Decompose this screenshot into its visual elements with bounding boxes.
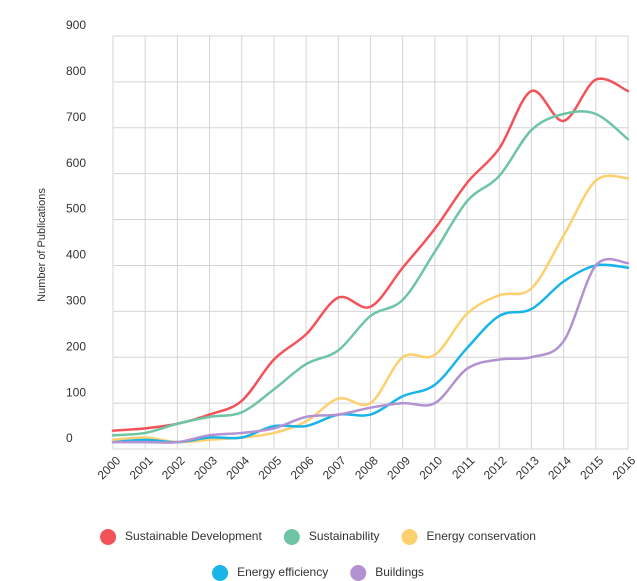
y-tick-label: 800 [66, 64, 86, 78]
x-tick-label: 2010 [416, 453, 445, 482]
x-tick-label: 2008 [352, 453, 381, 482]
series-line [111, 174, 630, 444]
x-tick-label: 2012 [481, 453, 510, 482]
legend-swatch [212, 565, 229, 581]
x-tick-label: 2004 [223, 453, 252, 482]
x-tick-label: 2003 [191, 453, 220, 482]
legend-label: Sustainable Development [125, 529, 262, 543]
x-tick-label: 2016 [610, 453, 637, 482]
legend-swatch [100, 529, 117, 545]
y-axis-label: Number of Publications [36, 188, 48, 302]
series-line [111, 263, 630, 444]
legend-swatch [401, 529, 418, 545]
legend-item: Energy efficiency [212, 565, 328, 581]
series-line [111, 257, 630, 444]
x-tick-label: 2000 [95, 453, 124, 482]
legend-label: Sustainability [309, 529, 380, 543]
legend-label: Energy conservation [427, 529, 536, 543]
x-tick-label: 2014 [545, 453, 574, 482]
x-tick-label: 2013 [513, 453, 542, 482]
x-tick-label: 2005 [256, 453, 285, 482]
x-tick-label: 2002 [159, 453, 188, 482]
y-tick-label: 400 [66, 248, 86, 262]
legend-swatch [350, 565, 367, 581]
x-tick-label: 2001 [127, 453, 156, 482]
legend-label: Energy efficiency [237, 565, 328, 579]
y-tick-label: 100 [66, 385, 86, 399]
x-tick-label: 2007 [320, 453, 349, 482]
legend-label: Buildings [375, 565, 424, 579]
y-tick-label: 300 [66, 294, 86, 308]
legend-item: Buildings [350, 565, 424, 581]
legend-item: Sustainability [283, 529, 380, 545]
legend-swatch [283, 529, 300, 545]
y-tick-label: 200 [66, 339, 86, 353]
x-tick-label: 2011 [449, 453, 477, 481]
legend-item: Energy conservation [401, 529, 536, 545]
series-line [111, 110, 630, 437]
x-tick-label: 2015 [577, 453, 606, 482]
y-tick-label: 0 [66, 431, 73, 445]
y-tick-label: 900 [66, 18, 86, 32]
x-tick-label: 2006 [288, 453, 317, 482]
y-tick-label: 500 [66, 202, 86, 216]
y-tick-label: 600 [66, 156, 86, 170]
legend-item: Sustainable Development [100, 529, 262, 545]
y-tick-label: 700 [66, 110, 86, 124]
x-tick-label: 2009 [384, 453, 413, 482]
